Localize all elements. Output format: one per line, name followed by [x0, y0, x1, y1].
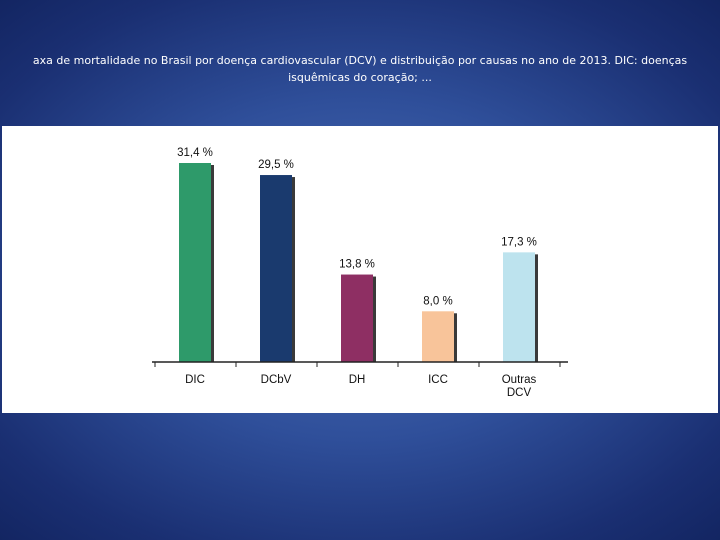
- data-label-dic: 31,4 %: [177, 147, 213, 159]
- data-label-icc: 8,0 %: [423, 295, 452, 307]
- bar-dic: [179, 163, 211, 362]
- data-label-dcbv: 29,5 %: [258, 159, 294, 171]
- bar-dcbv: [260, 175, 292, 362]
- data-label-outras-dcv: 17,3 %: [501, 236, 537, 248]
- data-label-dh: 13,8 %: [339, 259, 375, 271]
- x-tick-label-dic: DIC: [185, 374, 205, 386]
- chart-panel: 31,4 % DIC 29,5 % DCbV 13,8 % DH 8,0 % ICC 17,3 …: [2, 126, 718, 413]
- x-tick-label-dcbv: DCbV: [261, 374, 292, 386]
- bar-icc: [422, 311, 454, 362]
- x-tick-label-outras-dcv-line1: Outras: [502, 374, 537, 386]
- labels-layer: 31,4 % DIC 29,5 % DCbV 13,8 % DH 8,0 % ICC 17,3 …: [152, 147, 568, 399]
- bar-outras-dcv: [503, 252, 535, 362]
- slide-title: axa de mortalidade no Brasil por doença …: [32, 54, 688, 84]
- x-tick-label-outras-dcv-line2: DCV: [507, 387, 532, 399]
- bars-layer: [179, 163, 538, 362]
- bar-dh: [341, 274, 373, 362]
- x-tick-label-dh: DH: [349, 374, 366, 386]
- bar-chart: 31,4 % DIC 29,5 % DCbV 13,8 % DH 8,0 % ICC 17,3 …: [152, 147, 568, 399]
- x-tick-label-icc: ICC: [428, 374, 448, 386]
